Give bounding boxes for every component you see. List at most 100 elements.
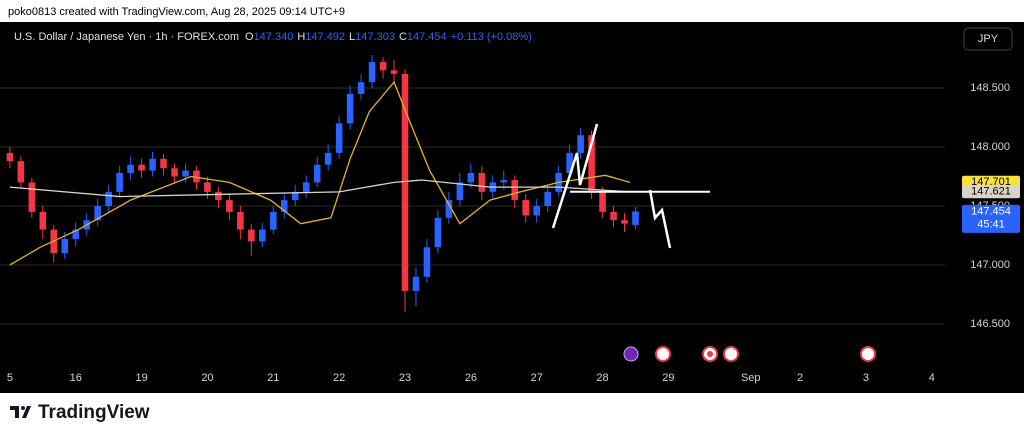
candle-body [313,164,321,183]
price-marker-label: 147.621 [971,186,1011,198]
candle-body [610,211,617,221]
candle-body [379,62,387,71]
candle-body [621,220,628,224]
ohlc-value: 147.454 [407,31,447,43]
event-icon [707,351,713,357]
x-tick-label: 23 [399,372,411,384]
candle-body [138,164,145,171]
countdown: 45:41 [977,218,1005,230]
drawing-zigzag [551,123,599,229]
candle-body [511,180,519,201]
candle-body [357,82,365,94]
events [623,346,876,362]
logo [10,406,31,418]
currency-button[interactable] [963,27,1013,51]
candle-body [533,205,540,216]
candle-body [171,168,178,177]
candle-body [368,62,376,83]
ohlc-value: 147.303 [355,31,395,43]
candle-body [116,172,123,192]
candle-body [324,152,332,165]
candle-body [270,211,277,230]
candle-body [248,229,255,242]
x-tick-label: 21 [267,372,279,384]
candle-body [445,200,453,218]
x-tick-label: 29 [662,372,674,384]
candle-body [599,191,606,212]
x-tick-label: 19 [135,372,147,384]
candle-body [500,180,508,183]
price-marker [962,185,1020,199]
x-tick-label: Sep [741,372,761,384]
candle-body [423,247,431,277]
candle-body [127,164,134,173]
candle-body [566,152,573,173]
candle-body [467,172,475,183]
candle-body [302,182,310,192]
candle-body [237,211,244,230]
candle-body [28,182,36,212]
ohlc-value: 147.340 [254,31,294,43]
x-tick-label: 22 [333,372,345,384]
chart-background [0,22,1024,393]
x-tick-label: 16 [70,372,82,384]
candle-body [280,200,288,212]
header: U.S. Dollar / Japanese Yen · 1h · FOREX.… [14,31,532,43]
y-tick-label: 148.000 [970,141,1010,153]
grid [0,87,945,325]
ohlc-value: 147.492 [305,31,345,43]
candle-body [61,239,69,254]
candle-body [456,182,464,201]
x-tick-label: 28 [596,372,608,384]
symbol-title: U.S. Dollar / Japanese Yen · 1h · FOREX.… [14,31,239,43]
candle-body [544,191,551,206]
candle-body [291,191,299,201]
drawings [551,123,672,249]
x-tick-label: 5 [7,372,13,384]
candle-body [335,123,343,153]
candle-body [160,158,167,169]
candle-body [6,152,14,162]
candle-body [39,211,47,230]
ohlc-letter: H [297,31,305,43]
candle-body [346,93,354,124]
x-tick-label: 26 [465,372,477,384]
candle-body [632,211,639,225]
event-icon[interactable] [623,346,639,362]
candle-body [204,182,211,192]
candle-body [259,229,266,242]
candle-body [149,158,156,171]
candle-body [522,200,530,216]
event-icon[interactable] [655,346,671,362]
candle-body [434,217,442,248]
currency: JPY [978,33,999,45]
candle-body [390,70,398,74]
price-marker-label: 147.701 [971,176,1011,188]
candle-body [412,276,420,291]
candle-body [193,170,200,183]
x-tick-label: 20 [201,372,213,384]
logo-mark [10,406,31,418]
ohlc-letter: O [245,31,254,43]
candle-body [226,200,233,212]
candle-body [17,161,25,183]
drawing-zigzag [648,189,672,249]
candle-body [94,205,101,221]
y-tick-label: 146.500 [970,318,1010,330]
ohlc-letter: C [399,31,407,43]
event-icon[interactable] [860,346,876,362]
x-tick-label: 27 [531,372,543,384]
event-icon[interactable] [723,346,739,362]
price-marker-label: 147.454 [971,205,1011,217]
x-tick-label: 4 [929,372,935,384]
brand: TradingView [38,402,150,423]
change: +0.113 (+0.08%) [451,31,532,43]
price-marker [962,204,1020,233]
candle-body [72,229,80,240]
y-tick-label: 148.500 [970,82,1010,94]
candle-body [182,170,189,177]
candle-body [401,73,409,291]
candle-body [478,172,486,192]
